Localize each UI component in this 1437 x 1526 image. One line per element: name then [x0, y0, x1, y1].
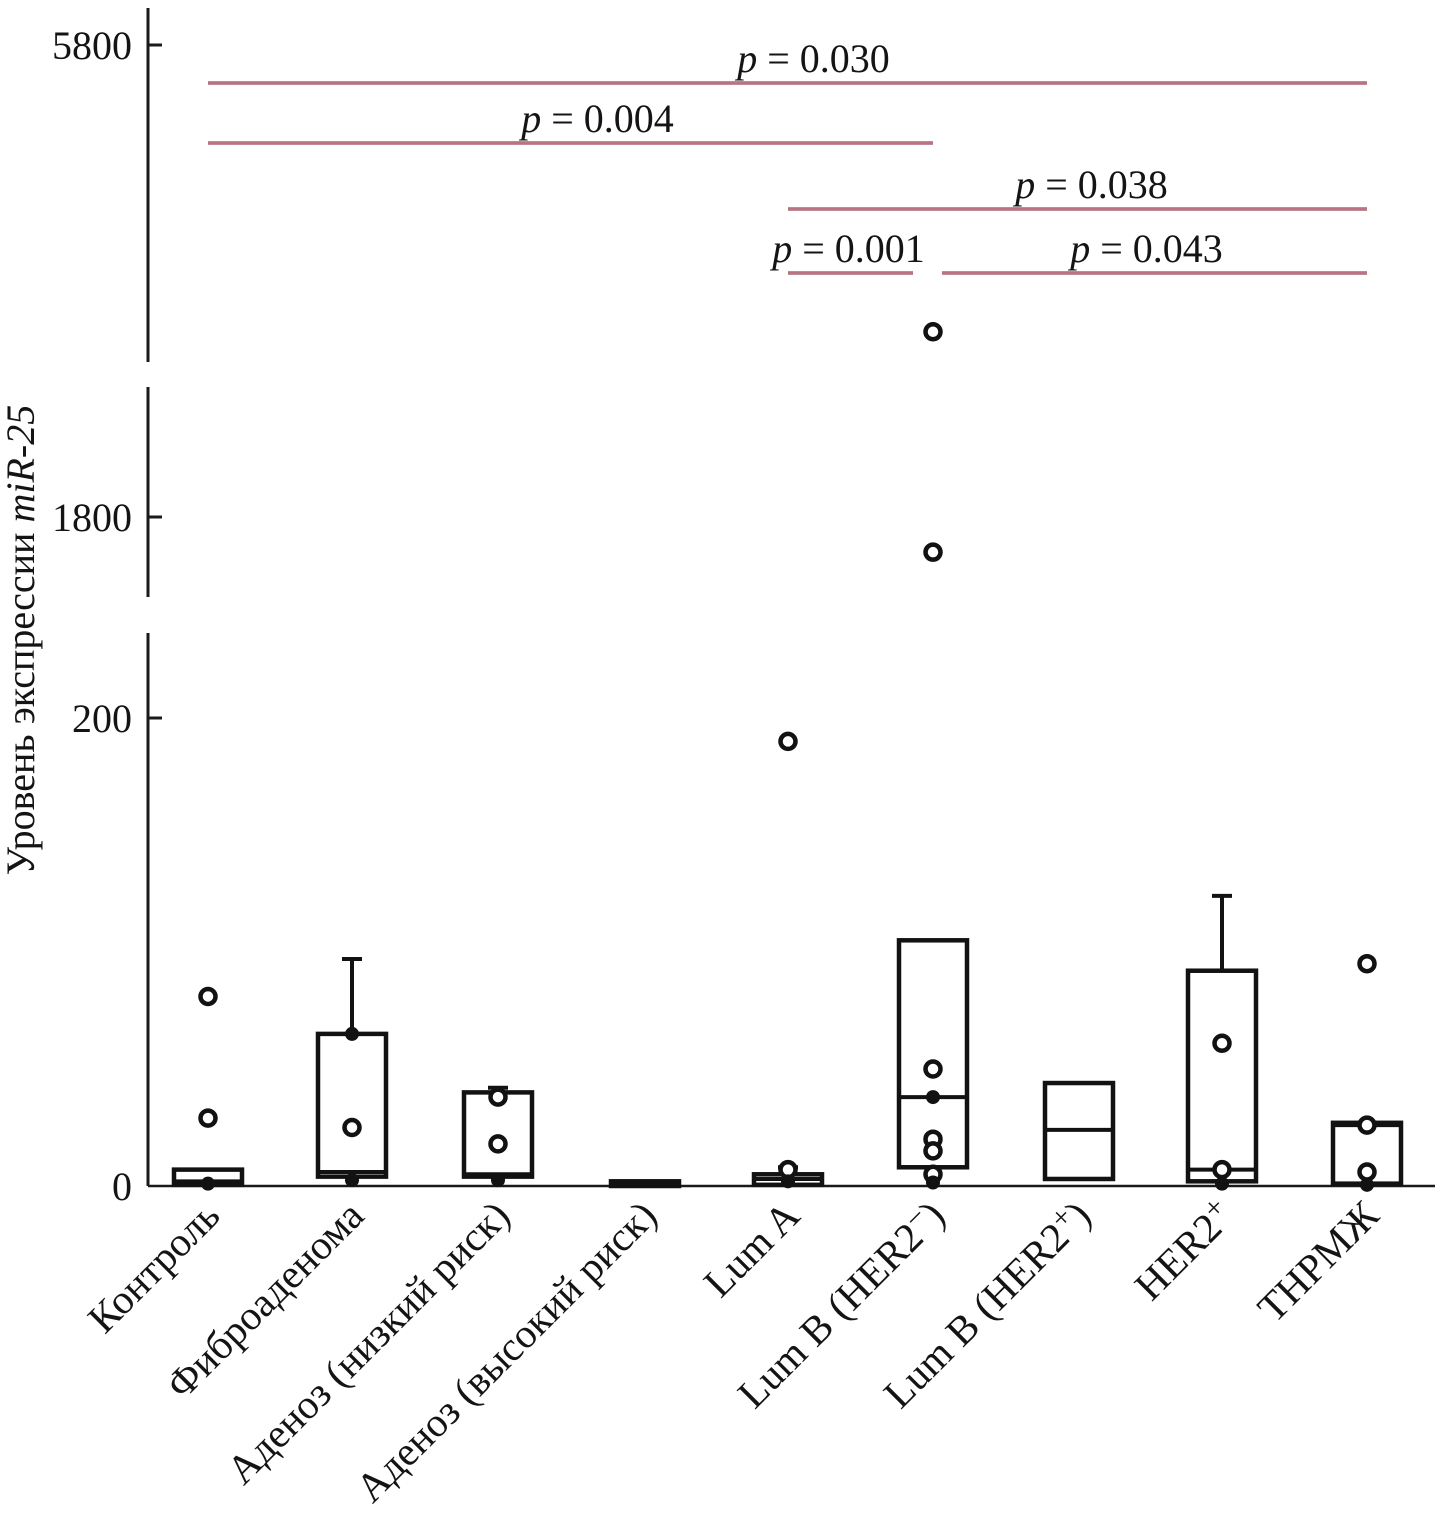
data-point-open	[488, 1087, 508, 1107]
data-point-filled	[1215, 1176, 1229, 1191]
data-point-open	[1357, 1162, 1377, 1182]
data-point-open	[1357, 1115, 1377, 1135]
data-point-open	[923, 1141, 943, 1161]
data-point-open	[778, 731, 798, 752]
significance-label: p = 0.030	[734, 36, 890, 81]
y-axis-tick-label: 5800	[52, 23, 132, 68]
data-point-filled	[781, 1174, 795, 1189]
data-point-open	[923, 321, 943, 342]
data-point-filled	[491, 1173, 505, 1188]
x-axis-category-label: Lum A	[694, 1192, 808, 1306]
significance-label: p = 0.043	[1067, 226, 1223, 271]
data-point-filled	[345, 1026, 359, 1041]
x-axis-category-label: Аденоз (низкий риск)	[217, 1192, 518, 1493]
data-point-filled	[926, 1090, 940, 1105]
data-point-open	[198, 1108, 218, 1128]
data-point-open	[1357, 953, 1377, 974]
data-point-filled	[201, 1176, 215, 1191]
data-point-open	[923, 542, 943, 562]
data-point-filled	[1360, 1177, 1374, 1192]
significance-label: p = 0.001	[769, 226, 925, 271]
data-point-open	[342, 1117, 362, 1138]
data-point-open	[923, 1059, 943, 1079]
data-point-filled	[345, 1173, 359, 1188]
x-axis-category-label: ТНРМЖ	[1248, 1192, 1387, 1331]
data-point-open	[488, 1134, 508, 1154]
y-axis-tick-label: 1800	[52, 495, 132, 540]
data-point-filled	[926, 1175, 940, 1190]
data-point-open	[1212, 1033, 1232, 1054]
significance-label: p = 0.038	[1012, 162, 1168, 207]
y-axis-tick-label: 200	[72, 696, 132, 741]
x-axis-category-label: Аденоз (высокий риск)	[346, 1192, 665, 1511]
y-axis-title: Уровень экспрессии miR-25	[0, 405, 43, 875]
box-iqr	[315, 1031, 389, 1179]
y-axis-tick-label: 0	[112, 1164, 132, 1209]
data-point-open	[198, 986, 218, 1007]
x-axis-category-label: HER2+	[1124, 1190, 1242, 1308]
data-point-open	[1212, 1159, 1232, 1180]
x-axis-category-label: Контроль	[79, 1192, 229, 1342]
box-iqr	[1185, 968, 1259, 1184]
significance-label: p = 0.004	[518, 96, 674, 141]
